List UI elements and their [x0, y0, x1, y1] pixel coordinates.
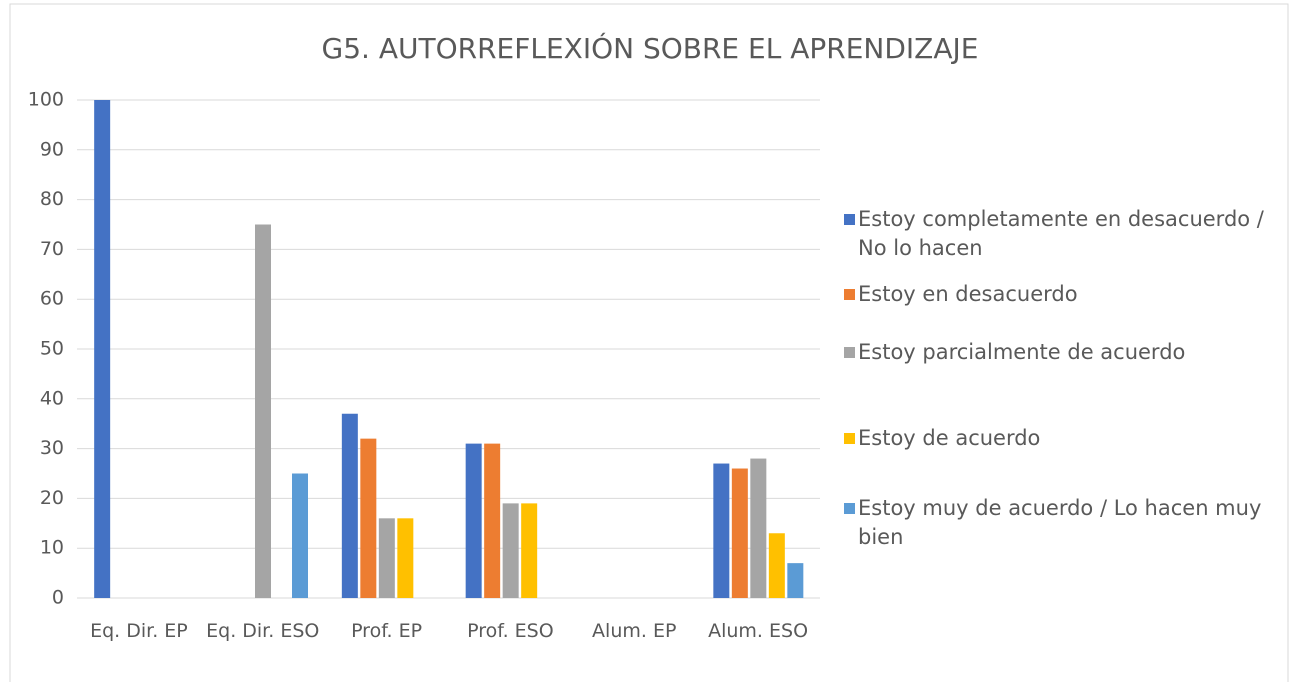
- bar: [731, 468, 748, 598]
- bar: [465, 443, 482, 598]
- legend-label: Estoy muy de acuerdo / Lo hacen muy bien: [858, 496, 1262, 549]
- chart-border: [9, 3, 1289, 682]
- legend-entry: Estoy muy de acuerdo / Lo hacen muy bien: [844, 494, 1278, 552]
- bar: [397, 518, 414, 598]
- y-tick-label: 20: [40, 487, 64, 509]
- bar: [502, 503, 519, 598]
- legend-swatch: [844, 214, 855, 225]
- x-tick-label: Eq. Dir. ESO: [206, 620, 320, 642]
- bar: [341, 413, 358, 598]
- legend-label: Estoy parcialmente de acuerdo: [858, 340, 1186, 364]
- y-tick-label: 0: [52, 587, 64, 609]
- legend-label: Estoy de acuerdo: [858, 426, 1041, 450]
- legend-swatch: [844, 289, 855, 300]
- bar: [360, 438, 377, 598]
- bar: [255, 224, 271, 598]
- x-tick-label: Prof. EP: [351, 620, 423, 642]
- x-tick-label: Alum. ESO: [708, 620, 809, 642]
- x-tick-label: Eq. Dir. EP: [90, 620, 188, 642]
- legend-label: Estoy completamente en desacuerdo / No l…: [858, 207, 1264, 260]
- bar: [750, 458, 767, 598]
- bar: [292, 473, 308, 598]
- bar: [713, 463, 730, 598]
- y-tick-label: 50: [40, 338, 64, 360]
- legend-entry: Estoy en desacuerdo: [844, 280, 1278, 309]
- y-tick-label: 40: [40, 387, 64, 409]
- y-tick-label: 60: [40, 288, 64, 310]
- x-tick-label: Alum. EP: [592, 620, 677, 642]
- bar: [484, 443, 501, 598]
- legend-entry: Estoy completamente en desacuerdo / No l…: [844, 205, 1278, 263]
- legend-swatch: [844, 433, 855, 444]
- y-tick-label: 100: [28, 89, 64, 111]
- bar: [378, 518, 395, 598]
- legend-swatch: [844, 347, 855, 358]
- y-tick-label: 90: [40, 138, 64, 160]
- legend-swatch: [844, 503, 855, 514]
- y-tick-label: 30: [40, 437, 64, 459]
- legend-entry: Estoy parcialmente de acuerdo: [844, 338, 1278, 367]
- bar: [787, 563, 804, 598]
- legend-label: Estoy en desacuerdo: [858, 282, 1078, 306]
- legend-entry: Estoy de acuerdo: [844, 424, 1278, 453]
- bar: [94, 100, 111, 598]
- bar: [521, 503, 538, 598]
- y-tick-label: 10: [40, 537, 64, 559]
- chart-title: G5. AUTORREFLEXIÓN SOBRE EL APRENDIZAJE: [322, 31, 979, 65]
- x-tick-label: Prof. ESO: [467, 620, 554, 642]
- y-tick-label: 80: [40, 188, 64, 210]
- y-tick-label: 70: [40, 238, 64, 260]
- bar: [768, 533, 785, 598]
